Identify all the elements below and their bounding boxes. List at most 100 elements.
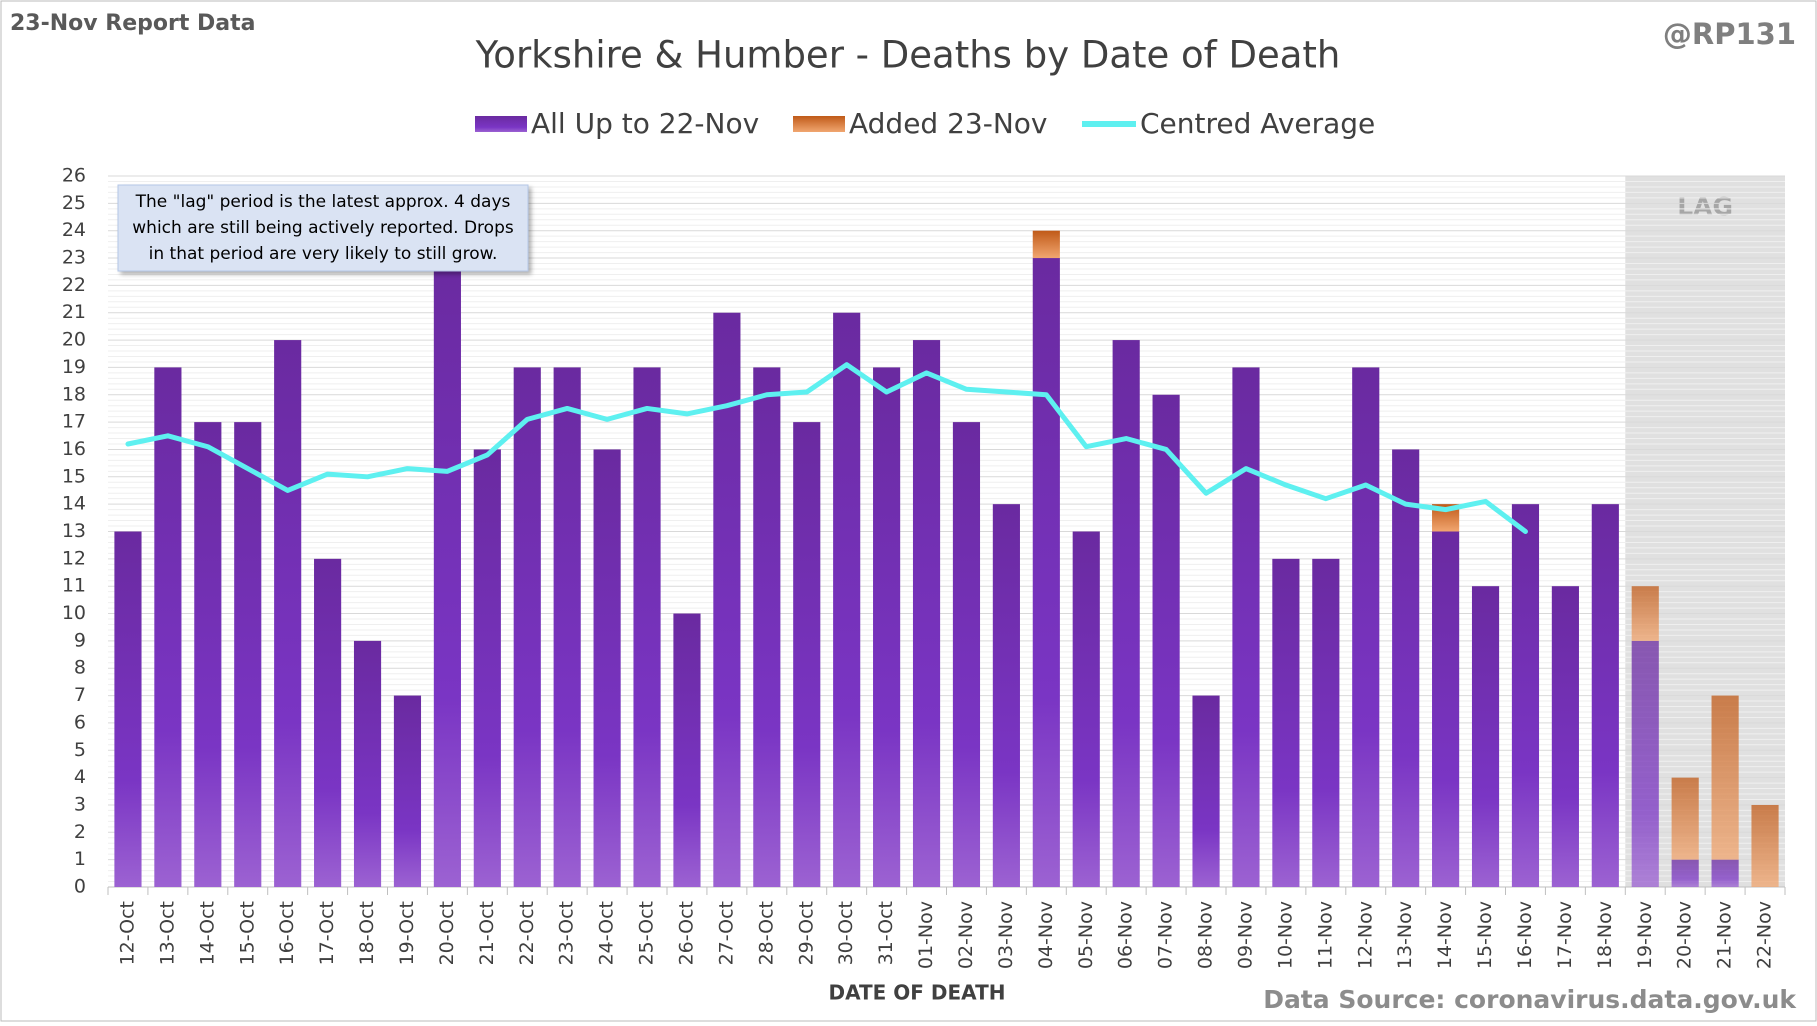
x-tick-label: 08-Nov xyxy=(1195,901,1217,969)
bar xyxy=(274,340,302,888)
x-tick-label: 23-Oct xyxy=(556,901,578,965)
bar xyxy=(1711,695,1739,860)
x-tick-label: 03-Nov xyxy=(995,901,1017,969)
x-tick-label: 29-Oct xyxy=(795,901,817,965)
author: @RP131 xyxy=(1663,17,1796,51)
x-tick-label: 11-Nov xyxy=(1314,901,1336,969)
bar xyxy=(1432,531,1460,887)
bar xyxy=(873,367,901,887)
bar xyxy=(234,422,262,887)
bar xyxy=(114,531,142,887)
bar xyxy=(1112,340,1140,888)
y-tick-label: 21 xyxy=(62,301,86,323)
x-tick-label: 13-Oct xyxy=(156,901,178,965)
y-tick-label: 4 xyxy=(74,766,86,788)
y-tick-label: 6 xyxy=(74,711,86,733)
y-tick-label: 19 xyxy=(62,356,86,378)
x-tick-label: 30-Oct xyxy=(835,901,857,965)
bar xyxy=(1392,449,1420,887)
legend-swatch xyxy=(793,116,845,132)
x-tick-label: 24-Oct xyxy=(596,901,618,965)
x-tick-label: 14-Oct xyxy=(196,901,218,965)
x-tick-label: 15-Oct xyxy=(236,901,258,965)
source: Data Source: coronavirus.data.gov.uk xyxy=(1263,985,1797,1014)
x-tick-label: 02-Nov xyxy=(955,901,977,969)
bar xyxy=(1711,859,1739,887)
y-tick-label: 24 xyxy=(62,219,86,241)
x-tick-label: 12-Nov xyxy=(1354,901,1376,969)
y-tick-label: 14 xyxy=(62,493,86,515)
bar xyxy=(912,340,941,888)
x-tick-label: 31-Oct xyxy=(875,901,897,965)
x-tick-label: 15-Nov xyxy=(1474,901,1496,969)
bar xyxy=(1032,258,1060,887)
y-tick-label: 15 xyxy=(62,465,86,487)
y-tick-label: 26 xyxy=(62,165,86,187)
y-tick-label: 3 xyxy=(74,793,86,815)
x-tick-label: 13-Nov xyxy=(1394,901,1416,969)
bar xyxy=(1671,777,1699,860)
y-tick-label: 17 xyxy=(62,411,86,433)
bar xyxy=(1551,586,1579,887)
x-tick-label: 25-Oct xyxy=(636,901,658,965)
x-tick-label: 22-Oct xyxy=(516,901,538,965)
average-line xyxy=(125,362,1528,534)
report-label: 23-Nov Report Data xyxy=(10,11,256,36)
bar xyxy=(473,449,501,887)
x-tick-label: 17-Oct xyxy=(316,901,338,965)
bar xyxy=(673,613,701,887)
bar xyxy=(1072,531,1100,887)
y-tick-label: 25 xyxy=(62,192,86,214)
x-tick-label: 16-Oct xyxy=(276,901,298,965)
chart-title: Yorkshire & Humber - Deaths by Date of D… xyxy=(475,34,1341,77)
bar xyxy=(793,422,821,887)
x-tick-label: 17-Nov xyxy=(1554,901,1576,969)
y-tick-label: 12 xyxy=(62,547,86,569)
bar xyxy=(314,558,342,887)
x-tick-label: 27-Oct xyxy=(715,901,737,965)
y-tick-label: 22 xyxy=(62,274,86,296)
bar xyxy=(553,367,581,887)
y-tick-label: 23 xyxy=(62,247,86,269)
x-tick-label: 05-Nov xyxy=(1075,901,1097,969)
annotation-box xyxy=(117,184,529,272)
x-tick-label: 14-Nov xyxy=(1434,901,1456,969)
bar xyxy=(1192,695,1220,887)
x-tick-label: 19-Oct xyxy=(396,901,418,965)
lag-label: LAG xyxy=(1677,192,1733,221)
y-tick-label: 10 xyxy=(62,602,86,624)
bar xyxy=(833,312,861,887)
bar xyxy=(753,367,781,887)
bar xyxy=(393,695,422,887)
legend-label: All Up to 22-Nov xyxy=(531,107,759,140)
bar xyxy=(1631,640,1659,887)
x-tick-label: 19-Nov xyxy=(1634,901,1656,969)
x-tick-label: 07-Nov xyxy=(1155,901,1177,969)
legend-label: Centred Average xyxy=(1140,107,1375,140)
x-tick-label: 12-Oct xyxy=(116,901,138,965)
y-tick-label: 20 xyxy=(62,329,86,351)
annotation-text: which are still being actively reported.… xyxy=(132,218,514,238)
bar xyxy=(353,640,382,887)
bar xyxy=(1352,367,1380,887)
bar xyxy=(1272,558,1300,887)
x-tick-label: 28-Oct xyxy=(755,901,777,965)
bar xyxy=(1631,586,1659,641)
y-tick-label: 16 xyxy=(62,438,86,460)
bar xyxy=(992,504,1020,887)
annotation-text: The "lag" period is the latest approx. 4… xyxy=(135,192,511,212)
bar xyxy=(1232,367,1260,887)
y-tick-label: 8 xyxy=(74,657,86,679)
bar xyxy=(194,422,222,887)
y-tick-label: 13 xyxy=(62,520,86,542)
x-tick-label: 10-Nov xyxy=(1274,901,1296,969)
y-tick-label: 0 xyxy=(74,876,86,898)
y-tick-label: 2 xyxy=(74,821,86,843)
y-tick-label: 1 xyxy=(74,848,86,870)
x-tick-label: 21-Oct xyxy=(476,901,498,965)
y-tick-label: 11 xyxy=(62,575,86,597)
x-tick-label: 04-Nov xyxy=(1035,901,1057,969)
bar xyxy=(593,449,621,887)
